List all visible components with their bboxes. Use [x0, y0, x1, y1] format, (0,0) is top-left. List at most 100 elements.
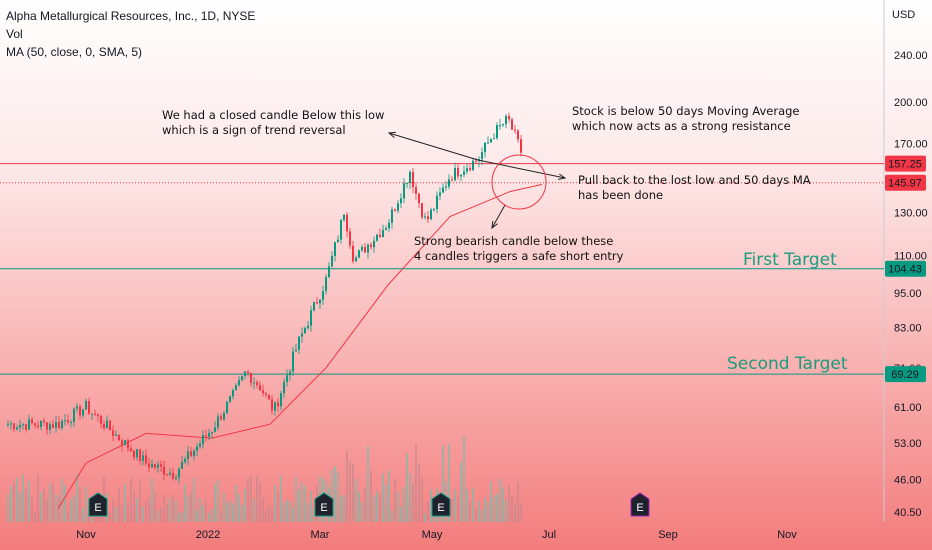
volume-bar	[313, 508, 315, 522]
candle-body	[217, 416, 219, 428]
candle-body	[439, 192, 441, 196]
volume-bar	[10, 485, 12, 522]
y-axis-tick-label: 61.00	[894, 402, 922, 414]
earnings-marker-letter: E	[94, 502, 101, 514]
candle-body	[85, 401, 87, 410]
volume-bar	[25, 488, 27, 522]
volume-bar	[493, 495, 495, 522]
volume-bar	[466, 489, 468, 522]
candle-body	[340, 220, 342, 240]
volume-bar	[208, 512, 210, 522]
candle-body	[133, 451, 135, 458]
volume-bar	[262, 497, 264, 522]
arrow-pull-back	[477, 159, 566, 179]
volume-bar	[163, 494, 165, 522]
volume-bar	[37, 475, 39, 522]
volume-bar	[193, 477, 195, 522]
candle-body	[325, 277, 327, 292]
candle-body	[94, 413, 96, 415]
candle-body	[316, 302, 318, 304]
candle-body	[238, 380, 240, 386]
candle-body	[433, 209, 435, 211]
candle-body	[136, 449, 138, 458]
candle-body	[283, 381, 285, 394]
volume-bar	[217, 479, 219, 522]
candle-body	[334, 242, 336, 256]
volume-bar	[505, 499, 507, 522]
candle-body	[472, 160, 474, 170]
volume-bar	[496, 493, 498, 522]
vol-label: Vol	[6, 27, 23, 41]
volume-bar	[199, 497, 201, 522]
candle-body	[487, 142, 489, 144]
earnings-marker-shape	[630, 492, 650, 517]
candle-body	[313, 302, 315, 311]
highlight-circle	[491, 154, 547, 210]
candle-body	[451, 179, 453, 181]
candle-body	[310, 310, 312, 326]
volume-bar	[370, 470, 372, 522]
annotation-closed-candle: which is a sign of trend reversal	[162, 123, 346, 137]
volume-bar	[232, 504, 234, 522]
earnings-marker-letter: E	[437, 502, 444, 514]
volume-bar	[223, 492, 225, 522]
candle-body	[223, 413, 225, 420]
candle-body	[256, 382, 258, 386]
y-axis-tick-label: 170.00	[894, 139, 928, 151]
volume-bar	[358, 491, 360, 522]
candle-body	[28, 419, 30, 430]
candle-body	[517, 130, 519, 140]
volume-bar	[166, 503, 168, 522]
x-axis-tick-label: Jul	[542, 529, 556, 541]
volume-bar	[67, 511, 69, 522]
volume-bar	[76, 474, 78, 522]
volume-bar	[130, 477, 132, 522]
y-axis-tick-label: 95.00	[894, 288, 922, 300]
volume-bar	[469, 502, 471, 522]
annotation-closed-candle: We had a closed candle Below this low	[162, 108, 384, 122]
earnings-marker: E	[630, 492, 650, 517]
earnings-marker-letter: E	[320, 502, 327, 514]
candle-body	[379, 234, 381, 238]
volume-bar	[334, 465, 336, 522]
volume-bar	[346, 450, 348, 522]
candle-body	[214, 427, 216, 432]
candle-body	[391, 209, 393, 223]
candle-body	[262, 390, 264, 394]
volume-bar	[481, 509, 483, 522]
candle-body	[91, 413, 93, 415]
ma-label: MA (50, close, 0, SMA, 5)	[6, 45, 143, 59]
y-axis-tick-label: 200.00	[894, 97, 928, 109]
volume-bar	[448, 444, 450, 522]
candle-body	[37, 425, 39, 428]
second-target-label: Second Target	[727, 354, 848, 374]
candle-body	[424, 216, 426, 218]
candle-body	[115, 434, 117, 436]
volume-bar	[271, 508, 273, 522]
volume-bar	[40, 491, 42, 522]
volume-bar	[181, 511, 183, 522]
volume-bar	[31, 496, 33, 522]
candle-body	[286, 375, 288, 382]
candle-body	[169, 472, 171, 475]
candle-body	[112, 430, 114, 436]
volume-bar	[43, 487, 45, 522]
candle-body	[490, 139, 492, 143]
candle-body	[142, 455, 144, 461]
candle-body	[46, 422, 48, 430]
volume-bar	[202, 505, 204, 522]
candle-body	[346, 214, 348, 232]
candle-body	[505, 115, 507, 125]
volume-bar	[433, 511, 435, 522]
volume-bar	[46, 498, 48, 522]
candle-body	[427, 216, 429, 220]
candle-body	[226, 401, 228, 414]
volume-bar	[331, 469, 333, 522]
price-tag-label: 104.43	[888, 264, 922, 276]
candle-body	[400, 198, 402, 204]
x-axis-tick-label: Nov	[76, 529, 96, 541]
volume-bar	[511, 495, 513, 522]
candle-body	[82, 409, 84, 416]
